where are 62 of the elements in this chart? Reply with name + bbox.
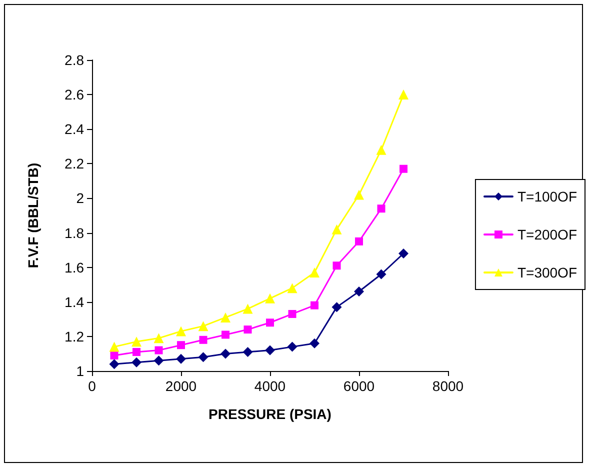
point	[310, 268, 320, 278]
point	[132, 336, 142, 347]
point	[176, 326, 186, 336]
y-tick-label: 1.2	[64, 328, 84, 344]
y-tick-label: 2.2	[64, 156, 84, 172]
point	[220, 312, 230, 322]
point	[132, 348, 140, 356]
point	[154, 356, 164, 366]
legend-label: T=100OF	[517, 188, 578, 204]
y-tick-label: 2.4	[64, 121, 84, 138]
point	[377, 204, 386, 213]
point	[154, 346, 163, 354]
point	[332, 262, 341, 270]
point	[242, 304, 253, 314]
point	[222, 330, 230, 339]
point	[400, 164, 408, 173]
point	[354, 286, 364, 297]
legend-label: T=200OF	[517, 226, 578, 242]
legend-label: T=300OF	[517, 264, 578, 280]
x-tick-label: 8000	[432, 378, 464, 394]
point	[154, 333, 164, 344]
point	[109, 359, 120, 370]
point	[332, 224, 342, 234]
point	[220, 348, 230, 359]
point	[398, 248, 408, 259]
point	[355, 237, 363, 246]
y-axis-title: F.V.F (BBL/STB)	[25, 162, 41, 268]
point	[287, 283, 298, 294]
point	[287, 342, 298, 352]
point	[242, 346, 253, 357]
y-tick-label: 1.8	[64, 224, 84, 241]
point	[266, 318, 274, 327]
point	[288, 310, 296, 318]
point	[199, 336, 208, 344]
point	[109, 342, 120, 352]
point	[198, 321, 208, 332]
point	[310, 338, 320, 348]
point	[265, 345, 275, 356]
point	[398, 90, 408, 100]
x-tick-label: 0	[88, 378, 96, 394]
y-tick-label: 2.6	[64, 86, 84, 103]
point	[110, 351, 118, 360]
point	[177, 341, 185, 350]
point	[132, 357, 142, 368]
y-tick-label: 2.8	[64, 52, 84, 68]
x-tick-label: 4000	[254, 378, 286, 394]
point	[332, 302, 342, 312]
point	[265, 293, 275, 304]
point	[198, 352, 208, 362]
point	[244, 326, 252, 334]
point	[376, 269, 386, 280]
point	[176, 354, 186, 364]
y-tick-label: 1.4	[64, 294, 84, 310]
x-axis-title: PRESSURE (PSIA)	[208, 406, 332, 422]
point	[376, 144, 386, 155]
point	[310, 301, 318, 310]
y-tick-label: 2	[76, 190, 84, 206]
x-tick-label: 6000	[343, 378, 375, 394]
x-tick-label: 2000	[165, 378, 197, 394]
y-tick-label: 1.6	[64, 259, 84, 276]
point	[354, 190, 364, 200]
y-tick-label: 1	[76, 363, 84, 379]
